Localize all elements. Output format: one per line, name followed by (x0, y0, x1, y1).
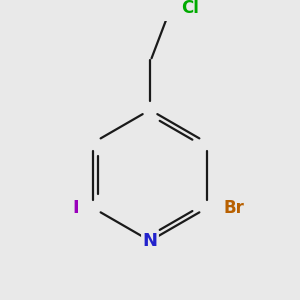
Text: I: I (73, 199, 80, 217)
Text: Br: Br (224, 199, 244, 217)
Text: Cl: Cl (181, 0, 199, 17)
Text: N: N (142, 232, 158, 250)
